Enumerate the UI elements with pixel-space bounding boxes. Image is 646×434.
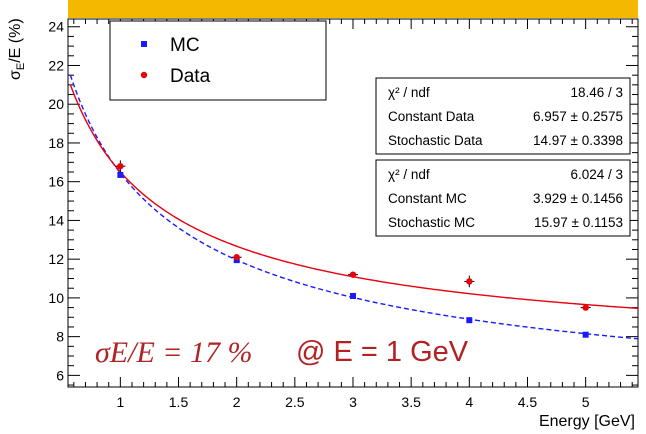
y-tick-label-4: 14 bbox=[48, 212, 64, 228]
y-tick-label-7: 20 bbox=[48, 96, 64, 112]
data-points bbox=[115, 160, 591, 338]
stats-mc-constant-value: 3.929 ± 0.1456 bbox=[533, 191, 623, 206]
y-tick-label-8: 22 bbox=[48, 57, 64, 73]
stats-mc-stochastic-label: Stochastic MC bbox=[388, 215, 475, 230]
point-data bbox=[349, 271, 357, 278]
x-tick-label-0: 1 bbox=[116, 394, 124, 410]
y-axis-label: σE/E (%) bbox=[7, 18, 27, 80]
x-tick-label-5: 3.5 bbox=[401, 394, 421, 410]
x-tick-label-7: 4.5 bbox=[518, 394, 538, 410]
x-tick-label-8: 5 bbox=[582, 394, 590, 410]
annotation-energy: @ E = 1 GeV bbox=[296, 336, 469, 368]
stats-box-data: χ² / ndf 18.46 / 3 Constant Data 6.957 ±… bbox=[375, 77, 631, 155]
stats-mc-stochastic-value: 15.97 ± 0.1153 bbox=[534, 215, 623, 230]
x-tick-label-1: 1.5 bbox=[169, 394, 189, 410]
point-data bbox=[233, 254, 240, 261]
point-mc bbox=[350, 292, 356, 299]
legend-label-data: Data bbox=[170, 66, 211, 87]
svg-text:σE/E (%): σE/E (%) bbox=[7, 18, 27, 80]
stats-data-chi2-label: χ² / ndf bbox=[388, 85, 430, 100]
y-tick-label-2: 10 bbox=[48, 290, 64, 306]
point-data bbox=[117, 163, 124, 170]
y-tick-label-0: 6 bbox=[56, 367, 64, 383]
x-axis-label: Energy [GeV] bbox=[539, 413, 635, 430]
y-tick-label-3: 12 bbox=[48, 251, 64, 267]
point-mc bbox=[466, 317, 473, 324]
stats-box-mc-frame bbox=[375, 159, 631, 237]
y-tick-label-9: 24 bbox=[48, 19, 64, 35]
stats-data-constant-label: Constant Data bbox=[388, 109, 475, 124]
x-tick-label-4: 3 bbox=[349, 394, 357, 410]
axes: 1 1.5 2 2.5 3 3.5 4 4.5 5 6 8 10 12 14 16 18 20 22 24 bbox=[48, 19, 638, 410]
x-tick-label-2: 2 bbox=[233, 394, 241, 410]
stats-mc-constant-label: Constant MC bbox=[388, 191, 467, 206]
legend-marker-data bbox=[140, 71, 148, 79]
point-data bbox=[582, 304, 589, 311]
resolution-annotation: σE/E = 17 % @ E = 1 GeV bbox=[95, 336, 469, 369]
point-data bbox=[466, 278, 473, 285]
stats-box-data-frame bbox=[375, 77, 631, 155]
x-tick-label-3: 2.5 bbox=[285, 394, 305, 410]
stats-box-mc: χ² / ndf 6.024 / 3 Constant MC 3.929 ± 0… bbox=[375, 159, 631, 237]
stats-mc-chi2-value: 6.024 / 3 bbox=[570, 167, 623, 182]
y-tick-label-6: 18 bbox=[48, 135, 64, 151]
stats-data-stochastic-value: 14.97 ± 0.3398 bbox=[533, 133, 623, 148]
stats-data-constant-value: 6.957 ± 0.2575 bbox=[533, 109, 623, 124]
fit-curve-mc bbox=[69, 74, 639, 340]
legend-marker-mc bbox=[141, 41, 147, 47]
y-tick-label-5: 16 bbox=[48, 174, 64, 190]
legend-label-mc: MC bbox=[170, 35, 200, 56]
annotation-formula: σE/E = 17 % bbox=[95, 336, 253, 369]
point-mc bbox=[117, 171, 124, 178]
stats-data-chi2-value: 18.46 / 3 bbox=[570, 85, 623, 100]
point-mc bbox=[582, 331, 589, 338]
y-tick-label-1: 8 bbox=[56, 329, 64, 345]
title-banner bbox=[68, 0, 638, 18]
legend: MC Data bbox=[109, 20, 327, 101]
legend-frame bbox=[109, 20, 327, 101]
stats-data-stochastic-label: Stochastic Data bbox=[388, 133, 483, 148]
stats-mc-chi2-label: χ² / ndf bbox=[388, 167, 430, 182]
x-tick-label-6: 4 bbox=[465, 394, 473, 410]
